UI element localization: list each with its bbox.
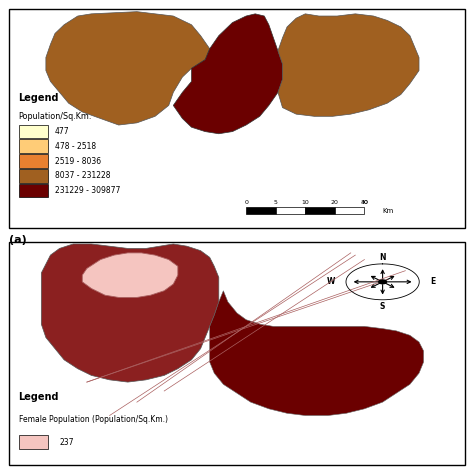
Text: (a): (a)	[9, 235, 27, 245]
Bar	[18, 435, 48, 449]
Text: 40: 40	[360, 201, 368, 205]
Polygon shape	[82, 253, 178, 298]
Text: Km: Km	[383, 208, 394, 214]
Bar	[18, 169, 48, 182]
Polygon shape	[173, 14, 283, 134]
Bar	[305, 208, 335, 214]
Text: 237: 237	[60, 438, 74, 447]
FancyBboxPatch shape	[9, 9, 465, 228]
Text: Female Population (Population/Sq.Km.): Female Population (Population/Sq.Km.)	[18, 415, 168, 424]
Text: W: W	[327, 277, 335, 286]
Bar	[18, 139, 48, 153]
Text: 5: 5	[274, 201, 278, 205]
Text: 20: 20	[331, 201, 339, 205]
Circle shape	[379, 280, 386, 284]
Text: 2519 - 8036: 2519 - 8036	[55, 156, 101, 165]
Bar	[18, 154, 48, 168]
Text: S: S	[380, 302, 385, 311]
Bar	[246, 208, 276, 214]
Bar	[276, 208, 305, 214]
Text: 477: 477	[55, 127, 70, 136]
Polygon shape	[278, 14, 419, 116]
Bar	[18, 184, 48, 198]
Text: Population/Sq.Km.: Population/Sq.Km.	[18, 112, 92, 121]
Text: 8037 - 231228: 8037 - 231228	[55, 171, 110, 180]
Text: 231229 - 309877: 231229 - 309877	[55, 186, 120, 195]
Text: Legend: Legend	[18, 93, 59, 103]
Polygon shape	[41, 244, 219, 382]
Text: 0: 0	[244, 201, 248, 205]
Text: N: N	[379, 253, 386, 262]
Text: 30: 30	[360, 201, 368, 205]
Bar	[335, 208, 365, 214]
Polygon shape	[46, 12, 210, 125]
Polygon shape	[210, 291, 424, 416]
FancyBboxPatch shape	[9, 242, 465, 465]
Bar	[18, 125, 48, 138]
Text: E: E	[430, 277, 436, 286]
Text: Legend: Legend	[18, 392, 59, 402]
Text: 10: 10	[301, 201, 309, 205]
Text: 478 - 2518: 478 - 2518	[55, 142, 96, 151]
